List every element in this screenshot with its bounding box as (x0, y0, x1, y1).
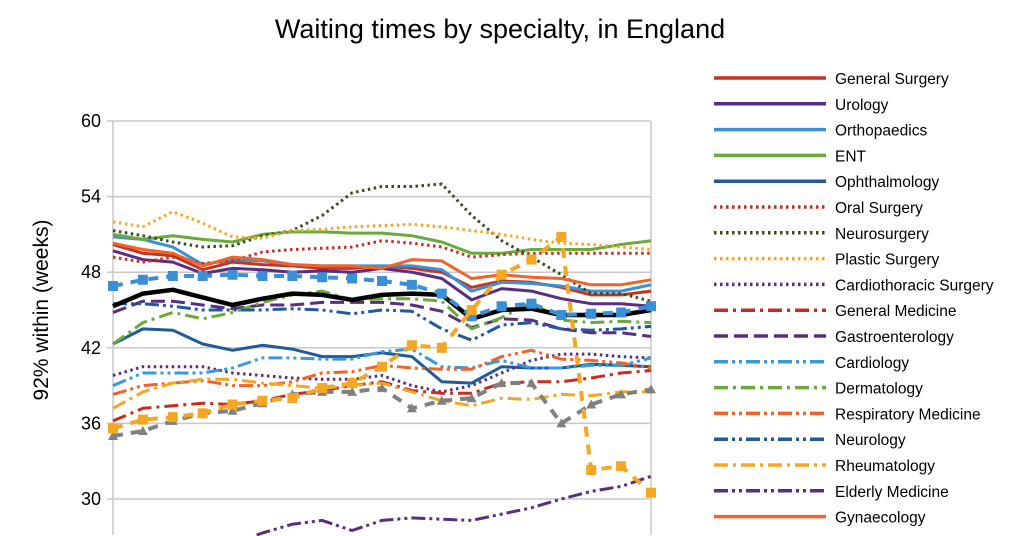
legend-label: Urology (835, 97, 889, 114)
data-point (586, 465, 597, 476)
y-axis: 30 36 42 48 54 60 (81, 111, 101, 509)
legend-label: Gynaecology (835, 510, 926, 527)
legend-label: Cardiology (835, 355, 909, 372)
legend-label: Rheumatology (835, 458, 935, 475)
data-point (227, 405, 238, 415)
data-point (406, 340, 417, 351)
data-point (137, 425, 148, 435)
y-tick-label: 54 (81, 187, 101, 207)
data-point (377, 276, 387, 287)
series-line-13 (112, 348, 652, 396)
series-line-12 (112, 289, 652, 346)
legend-label: Oral Surgery (835, 200, 923, 217)
series-lines (108, 182, 656, 536)
data-point (556, 418, 567, 428)
data-point (347, 386, 358, 396)
data-point (526, 254, 537, 265)
data-point (108, 423, 118, 434)
data-point (526, 378, 537, 388)
data-point (406, 279, 417, 290)
y-axis-label: 92% within (weeks) (30, 220, 53, 401)
y-tick-label: 30 (81, 489, 101, 509)
data-point (167, 412, 178, 423)
data-point (556, 231, 567, 242)
data-point (287, 270, 298, 281)
series-line-6 (112, 182, 652, 303)
legend-label: Dermatology (835, 381, 923, 398)
legend-label: Cardiothoracic Surgery (835, 277, 994, 294)
series-line-15 (112, 377, 651, 410)
data-point (347, 273, 358, 284)
data-point (556, 310, 567, 321)
legend-label: Neurosurgery (835, 226, 929, 243)
data-point (496, 301, 507, 312)
data-point (616, 307, 627, 318)
y-tick-label: 42 (81, 338, 101, 358)
y-tick-label: 48 (81, 262, 101, 282)
data-point (197, 408, 208, 419)
legend-label: Neurology (835, 432, 906, 449)
data-point (317, 383, 328, 394)
data-point (227, 269, 238, 280)
data-point (347, 378, 358, 389)
legend-label: Respiratory Medicine (835, 406, 981, 423)
data-point (616, 389, 627, 399)
data-point (466, 305, 477, 315)
legend-label: Plastic Surgery (835, 252, 939, 269)
y-tick-label: 60 (81, 111, 101, 131)
data-point (257, 270, 268, 281)
data-point (436, 395, 447, 405)
data-point (317, 272, 328, 283)
data-point (257, 395, 268, 406)
data-point (287, 393, 298, 404)
legend-label: ENT (835, 148, 867, 165)
legend-label: Ophthalmology (835, 174, 940, 191)
data-point (466, 311, 477, 322)
data-point (167, 270, 178, 281)
data-point (197, 270, 208, 281)
data-point (466, 393, 477, 403)
data-point (436, 342, 447, 353)
series-line-8 (112, 352, 652, 394)
series-line-5 (112, 239, 651, 265)
data-point (406, 403, 417, 413)
series-line-10 (112, 299, 652, 338)
series-line-16 (256, 474, 652, 536)
series-line-14 (113, 302, 652, 342)
data-point (496, 378, 507, 388)
data-point (496, 269, 507, 280)
data-point (436, 288, 447, 299)
data-point (616, 461, 627, 472)
data-point (646, 301, 656, 312)
legend-label: General Surgery (835, 71, 949, 88)
data-point (646, 487, 656, 498)
legend: General Surgery Urology Orthopaedics ENT Oph… (714, 71, 994, 527)
data-point (137, 274, 148, 285)
data-point (646, 384, 656, 394)
chart-title: Waiting times by specialty, in England (274, 14, 726, 44)
data-point (108, 281, 118, 292)
legend-label: Gastroenterology (835, 329, 954, 346)
data-point (137, 414, 148, 425)
data-point (377, 383, 387, 393)
y-tick-label: 36 (81, 413, 101, 433)
legend-label: Orthopaedics (835, 123, 927, 140)
series-line-11 (112, 347, 652, 387)
legend-label: General Medicine (835, 303, 956, 320)
data-point (108, 431, 118, 440)
data-point (526, 298, 537, 309)
series-line-17 (112, 241, 652, 287)
data-point (377, 361, 387, 372)
series-line-7 (112, 210, 652, 251)
data-point (227, 399, 238, 410)
data-point (586, 399, 597, 409)
data-point (586, 308, 597, 319)
legend-label: Elderly Medicine (835, 484, 949, 501)
